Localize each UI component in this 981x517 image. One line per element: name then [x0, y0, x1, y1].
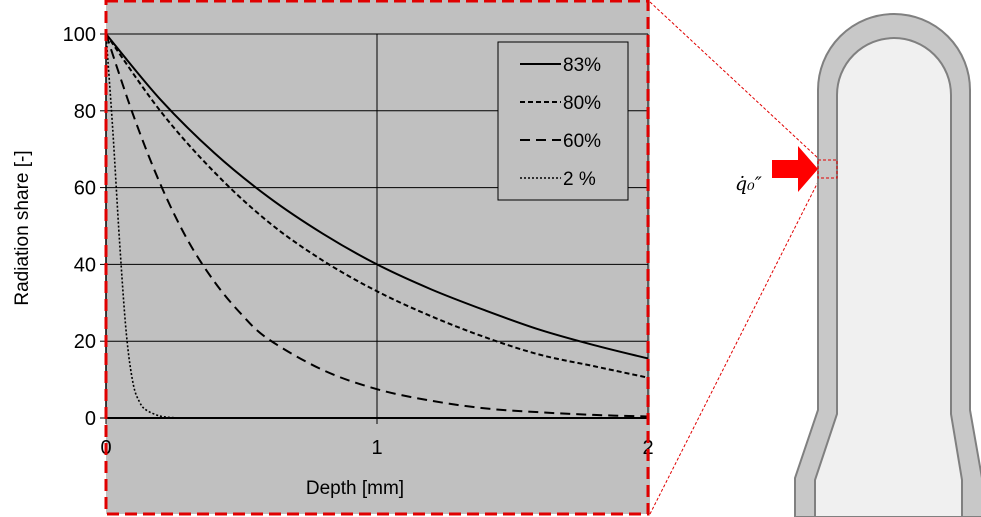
- y-tick-labels: 0 20 40 60 80 100: [63, 24, 96, 430]
- series-line-2: [105, 33, 649, 379]
- x-tick-label: 2: [642, 437, 653, 459]
- zoom-connector-top: [649, 1, 821, 161]
- series-line-4: [105, 33, 188, 419]
- legend-box: [497, 41, 629, 201]
- legend: 83% 80% 60% 2 %: [497, 41, 629, 201]
- legend-label: 2 %: [563, 169, 596, 190]
- plot-area: 0 20 40 60 80 100 0 1 2: [63, 24, 654, 459]
- zoom-frame: [104, 0, 650, 516]
- legend-label: 60%: [563, 131, 601, 152]
- zoom-connector-bottom: [649, 177, 821, 515]
- x-axis-title: Depth [mm]: [306, 478, 404, 499]
- specimen-interior: [814, 37, 963, 517]
- y-tick-label: 80: [74, 101, 96, 123]
- y-tick-label: 100: [63, 24, 96, 46]
- specimen-diagram: q̇₀″: [735, 13, 981, 517]
- y-tick-label: 40: [74, 254, 96, 276]
- legend-label: 83%: [563, 55, 601, 76]
- y-axis-title: Radiation share [-]: [12, 150, 33, 305]
- series-line-3: [105, 33, 649, 418]
- legend-label: 80%: [563, 93, 601, 114]
- y-tick-label: 0: [85, 408, 96, 430]
- heat-flux-label: q̇₀″: [735, 173, 762, 195]
- x-tick-label: 1: [371, 437, 382, 459]
- y-tick-label: 20: [74, 331, 96, 353]
- y-tick-label: 60: [74, 178, 96, 200]
- heat-flux-arrow: [772, 146, 818, 192]
- series-layer: [105, 33, 649, 419]
- series-line-1: [105, 33, 649, 360]
